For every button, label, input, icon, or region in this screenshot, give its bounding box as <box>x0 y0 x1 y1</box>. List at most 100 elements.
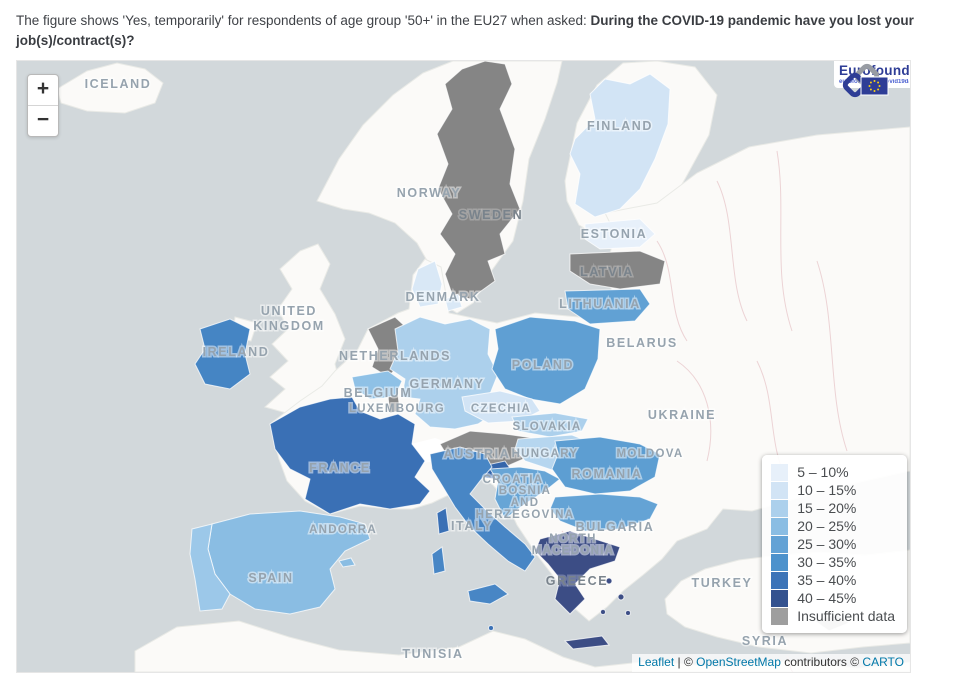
map-label-moldova: MOLDOVA <box>616 448 683 460</box>
europe-map-svg[interactable]: ICELAND NORWAY SWEDEN FINLAND ESTONIA LA… <box>17 61 910 672</box>
map-label-latvia: LATVIA <box>580 265 634 279</box>
country-italy[interactable] <box>429 446 536 572</box>
legend-label: 5 – 10% <box>797 464 849 480</box>
country-sweden[interactable] <box>436 61 521 300</box>
land-iceland <box>56 62 164 114</box>
map-label-sweden: SWEDEN <box>459 208 523 222</box>
legend-swatch <box>771 571 789 589</box>
country-denmark-islands[interactable] <box>444 293 463 312</box>
map-label-andorra: ANDORRA <box>309 524 377 536</box>
land-united-kingdom <box>263 243 346 415</box>
country-crete[interactable] <box>563 635 610 650</box>
map-label-netherlands: NETHERLANDS <box>339 349 451 363</box>
country-balearics[interactable] <box>338 557 356 568</box>
map-label-belgium: BELGIUM <box>344 386 413 400</box>
legend-label: 25 – 30% <box>797 536 857 552</box>
map-label-bosnia-1: BOSNIA <box>499 485 552 497</box>
attribution-contributors: contributors © <box>780 655 863 669</box>
country-malta[interactable] <box>488 625 494 631</box>
map-label-united-kingdom-2: KINGDOM <box>253 319 325 333</box>
figure-title-normal: The figure shows 'Yes, temporarily' for … <box>16 13 591 28</box>
country-luxembourg[interactable] <box>387 394 401 414</box>
country-estonia[interactable] <box>584 218 656 250</box>
map-label-greece: GREECE <box>546 574 608 588</box>
map-label-north-macedonia-2: MACEDONIA <box>532 545 615 557</box>
map-attribution: Leaflet | © OpenStreetMap contributors ©… <box>632 654 910 672</box>
figure-title-question: During the COVID-19 pandemic have you lo… <box>16 13 914 48</box>
land-north-africa <box>134 620 910 672</box>
legend-swatch <box>771 517 789 535</box>
map-label-czechia: CZECHIA <box>471 403 531 415</box>
zoom-in-button[interactable]: + <box>28 75 58 106</box>
country-portugal[interactable] <box>189 523 231 612</box>
legend-row: 5 – 10% <box>771 463 895 481</box>
map-label-hungary: HUNGARY <box>512 448 579 460</box>
legend-row: 25 – 30% <box>771 535 895 553</box>
country-lithuania[interactable] <box>564 288 651 325</box>
zoom-out-button[interactable]: − <box>36 108 50 131</box>
legend-row: 10 – 15% <box>771 481 895 499</box>
country-romania[interactable] <box>551 436 661 495</box>
map-label-lithuania: LITHUANIA <box>559 297 641 311</box>
legend-swatch <box>771 553 789 571</box>
map-label-tunisia: TUNISIA <box>402 647 463 661</box>
figure-title: The figure shows 'Yes, temporarily' for … <box>0 0 960 61</box>
map-legend: 5 – 10% 10 – 15% 15 – 20% 20 – 25% 25 – … <box>762 455 907 633</box>
country-croatia[interactable] <box>489 466 561 520</box>
legend-swatch <box>771 535 789 553</box>
map-label-finland: FINLAND <box>587 119 653 133</box>
country-france[interactable] <box>269 396 431 515</box>
map-label-ukraine: UKRAINE <box>648 408 716 422</box>
country-poland[interactable] <box>491 316 601 405</box>
country-denmark[interactable] <box>411 260 443 308</box>
country-bulgaria[interactable] <box>549 493 659 532</box>
country-latvia[interactable] <box>569 250 666 290</box>
leaflet-map[interactable]: ICELAND NORWAY SWEDEN FINLAND ESTONIA LA… <box>16 60 911 673</box>
eurofound-logo-icon <box>842 63 889 98</box>
legend-label: 40 – 45% <box>797 590 857 606</box>
legend-row: 15 – 20% <box>771 499 895 517</box>
legend-swatch <box>771 589 789 607</box>
map-label-syria: SYRIA <box>742 634 788 648</box>
map-label-croatia: CROATIA <box>483 474 544 486</box>
map-label-iceland: ICELAND <box>85 77 152 91</box>
legend-row: 20 – 25% <box>771 517 895 535</box>
legend-label: 15 – 20% <box>797 500 857 516</box>
map-label-slovakia: SLOVAKIA <box>513 421 582 433</box>
legend-label: 10 – 15% <box>797 482 857 498</box>
map-label-north-macedonia-1: NORTH <box>549 533 596 545</box>
map-label-romania: ROMANIA <box>572 467 643 481</box>
map-label-poland: POLAND <box>512 358 574 372</box>
legend-swatch <box>771 463 789 481</box>
country-greece[interactable] <box>534 530 621 615</box>
country-greek-island[interactable] <box>617 593 625 601</box>
country-greek-island[interactable] <box>600 609 606 615</box>
legend-label: Insufficient data <box>797 608 895 624</box>
zoom-control: + − <box>27 74 59 137</box>
map-label-bosnia-2: AND <box>511 497 540 509</box>
carto-link[interactable]: CARTO <box>862 655 904 669</box>
map-label-spain: SPAIN <box>248 571 293 585</box>
country-corsica[interactable] <box>436 507 450 535</box>
country-greek-island[interactable] <box>605 577 613 585</box>
country-ireland[interactable] <box>194 318 251 390</box>
legend-label: 35 – 40% <box>797 572 857 588</box>
map-label-belarus: BELARUS <box>606 336 678 350</box>
eurofound-logo[interactable]: Eurofound eurofound.link/covid19data <box>834 61 910 98</box>
country-greek-island[interactable] <box>625 610 631 616</box>
country-slovakia[interactable] <box>511 412 589 438</box>
country-sardinia[interactable] <box>431 546 446 575</box>
attribution-separator: | © <box>674 655 697 669</box>
legend-swatch <box>771 607 789 625</box>
country-finland[interactable] <box>569 73 671 218</box>
eu-flag-stars <box>868 80 881 92</box>
country-sicily[interactable] <box>467 583 509 605</box>
map-label-ireland: IRELAND <box>203 345 270 359</box>
leaflet-link[interactable]: Leaflet <box>638 655 675 669</box>
map-label-bosnia-3: HERZEGOVINA <box>476 509 575 521</box>
map-label-italy: ITALY <box>451 519 493 533</box>
openstreetmap-link[interactable]: OpenStreetMap <box>696 655 781 669</box>
legend-label: 20 – 25% <box>797 518 857 534</box>
map-label-estonia: ESTONIA <box>581 227 648 241</box>
